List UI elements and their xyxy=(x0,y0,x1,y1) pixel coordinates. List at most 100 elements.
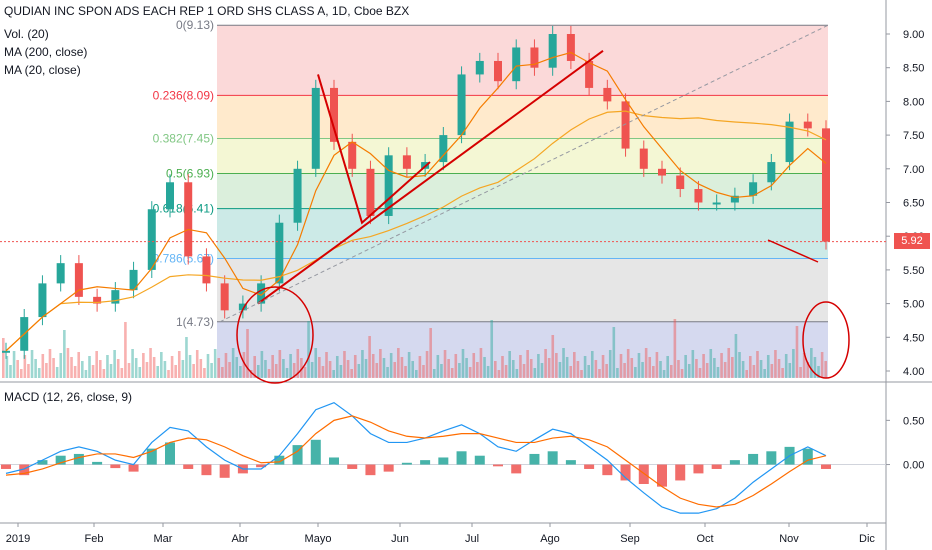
macd-histogram-bar xyxy=(802,448,813,465)
candle-body xyxy=(129,269,138,291)
fib-zone xyxy=(217,95,828,139)
macd-histogram-bar xyxy=(620,464,631,481)
volume-bar xyxy=(605,364,608,378)
volume-bar xyxy=(526,350,529,378)
candle-body xyxy=(293,168,302,223)
volume-bar xyxy=(91,365,95,378)
volume-bar xyxy=(562,348,565,378)
volume-indicator-label[interactable]: Vol. (20) xyxy=(4,27,49,41)
candle-body xyxy=(658,168,666,176)
volume-bar xyxy=(149,348,152,378)
volume-bar xyxy=(763,369,766,378)
volume-bar xyxy=(221,367,224,378)
time-tick-label: 2019 xyxy=(6,533,30,545)
macd-histogram-bar xyxy=(456,451,467,465)
volume-bar xyxy=(364,359,368,378)
volume-bar xyxy=(648,357,652,378)
volume-bar xyxy=(573,352,576,378)
candle-body xyxy=(712,202,721,205)
volume-bar xyxy=(547,358,551,378)
ma200-line xyxy=(5,110,827,352)
volume-bar xyxy=(382,358,386,378)
volume-bar xyxy=(400,357,404,378)
volume-bar xyxy=(181,360,185,378)
macd-histogram-bar xyxy=(19,464,30,476)
volume-bar xyxy=(476,362,479,378)
user-drawings[interactable] xyxy=(219,24,850,384)
volume-bar xyxy=(346,360,350,378)
ma20-indicator-label[interactable]: MA (20, close) xyxy=(4,63,81,77)
volume-bar xyxy=(203,368,206,378)
candle-body xyxy=(257,283,266,304)
volume-bar xyxy=(325,352,328,378)
macd-indicator-label[interactable]: MACD (12, 26, close, 9) xyxy=(4,390,133,404)
candle-body xyxy=(621,101,630,149)
volume-bar xyxy=(820,352,824,378)
volume-bar xyxy=(731,357,734,378)
volume-bar xyxy=(432,369,436,378)
volume-bar xyxy=(55,367,59,378)
volume-bar xyxy=(443,350,447,378)
macd-histogram-bar xyxy=(511,464,522,474)
price-tick-label: 7.00 xyxy=(903,164,924,176)
volume-bar xyxy=(551,335,555,378)
volume-bar xyxy=(490,320,494,378)
volume-bar xyxy=(634,367,637,378)
volume-bar xyxy=(285,368,289,378)
volume-bar xyxy=(332,370,335,378)
candle-body xyxy=(548,34,557,68)
volume-bar xyxy=(458,363,461,378)
volume-bar xyxy=(777,359,781,378)
volume-bar xyxy=(662,370,666,378)
macd-histogram-bar xyxy=(1,464,11,469)
ma200-indicator-label[interactable]: MA (200, close) xyxy=(4,45,88,59)
candle-body xyxy=(348,141,357,169)
macd-line xyxy=(5,401,827,514)
volume-bar xyxy=(95,351,98,378)
macd-histogram-bar xyxy=(748,453,759,465)
volume-bar xyxy=(37,368,41,378)
volume-bar xyxy=(723,362,727,378)
volume-bar xyxy=(533,368,537,378)
volume-bar xyxy=(59,353,63,378)
volume-bar xyxy=(741,361,745,378)
volume-bar xyxy=(580,370,583,378)
volume-bar xyxy=(138,367,142,378)
volume-bar xyxy=(806,362,810,378)
volume-bar xyxy=(102,369,106,378)
volume-bar xyxy=(48,349,52,378)
volume-bar xyxy=(652,366,655,378)
volume-bar xyxy=(30,350,34,378)
volume-bar xyxy=(296,349,300,378)
price-tick-label: 7.50 xyxy=(903,130,924,142)
volume-bar xyxy=(583,356,587,378)
fib-zone xyxy=(217,208,828,259)
volume-bar xyxy=(519,355,522,378)
volume-bar xyxy=(142,353,145,378)
volume-bar xyxy=(669,365,673,378)
volume-bar xyxy=(361,350,364,378)
volume-bar xyxy=(23,355,27,378)
volume-bar xyxy=(422,365,425,378)
macd-panel xyxy=(0,401,886,514)
fibonacci-retracement[interactable]: 0(9.13) 0.236(8.09) 0.382(7.45) 0.5(6.93) 0.… xyxy=(153,18,828,378)
volume-bar xyxy=(192,364,195,378)
macd-histogram-bar xyxy=(584,464,595,469)
volume-bar xyxy=(5,356,9,378)
volume-bar xyxy=(278,350,282,378)
time-tick-label: Ago xyxy=(540,533,560,545)
fib-zone xyxy=(217,173,828,209)
volume-bar xyxy=(242,352,246,378)
volume-bar xyxy=(641,362,644,378)
volume-bar xyxy=(124,322,127,378)
volume-bar xyxy=(174,365,177,378)
macd-histogram-bar xyxy=(565,460,576,465)
volume-bar xyxy=(246,329,249,378)
volume-bar xyxy=(601,355,605,378)
circle-highlight xyxy=(802,301,850,379)
fib-level-label: 0.5(6.93) xyxy=(166,167,214,181)
volume-bar xyxy=(673,319,677,378)
volume-bar xyxy=(450,368,454,378)
volume-bar xyxy=(34,359,37,378)
